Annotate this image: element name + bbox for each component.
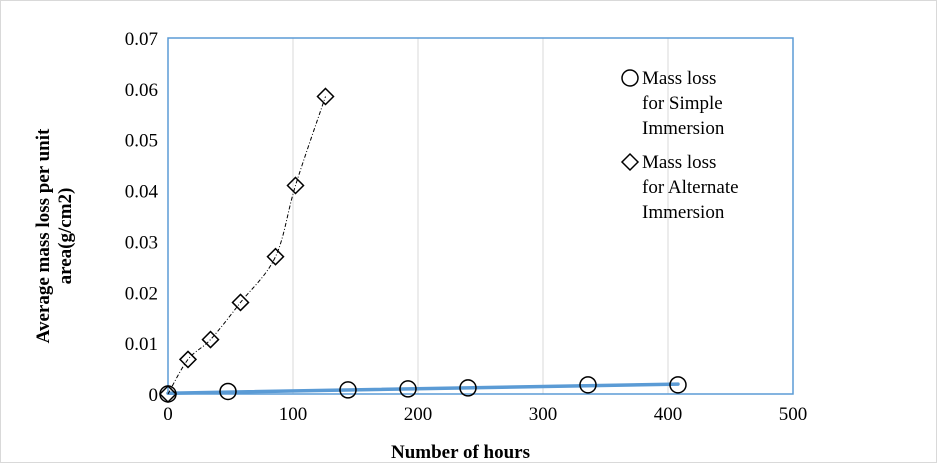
x-tick-label: 100: [279, 404, 308, 425]
x-axis-title: Number of hours: [391, 442, 530, 463]
point-simple-immersion: [459, 379, 477, 397]
y-tick-label: 0.06: [125, 80, 158, 101]
legend-entry-text: for Alternate: [642, 177, 739, 198]
y-tick-labels: 0 0.01 0.02 0.03 0.04 0.05 0.06 0.07: [125, 29, 159, 406]
y-tick-label: 0.03: [125, 232, 158, 253]
x-tick-label: 500: [779, 404, 808, 425]
grid-lines: [292, 38, 669, 394]
legend-entry-text: Mass loss: [642, 68, 716, 89]
x-tick-label: 0: [163, 404, 173, 425]
y-tick-label: 0: [149, 385, 159, 406]
point-simple-immersion: [219, 382, 237, 401]
y-axis-title-line: area(g/cm2): [55, 188, 76, 285]
legend: Mass loss for Simple Immersion Mass loss for…: [620, 68, 739, 223]
data-markers: [158, 87, 687, 404]
x-tick-label: 300: [529, 404, 558, 425]
point-alternate-immersion: [158, 384, 178, 404]
trendline-alternate-immersion: [167, 96, 326, 395]
trendline-simple-immersion: [166, 382, 680, 395]
point-alternate-immersion: [316, 87, 335, 106]
trend-lines: [166, 96, 680, 395]
point-simple-immersion: [339, 381, 357, 399]
legend-entry-text: Mass loss: [642, 152, 716, 173]
legend-entry-text: Immersion: [642, 118, 725, 139]
point-alternate-immersion: [231, 293, 250, 312]
point-simple-immersion: [399, 380, 417, 398]
point-simple-immersion: [669, 376, 687, 394]
y-tick-label: 0.02: [125, 283, 158, 304]
legend-entry-text: Immersion: [642, 202, 725, 223]
y-axis-title-line: Average mass loss per unit: [33, 128, 54, 343]
y-tick-label: 0.04: [125, 182, 159, 203]
legend-diamond-icon: [620, 152, 640, 172]
point-alternate-immersion: [266, 247, 285, 266]
y-tick-label: 0.05: [125, 131, 158, 152]
y-tick-label: 0.01: [125, 334, 158, 355]
y-tick-label: 0.07: [125, 29, 158, 50]
y-axis-title: Average mass loss per unit area(g/cm2): [33, 128, 76, 343]
point-simple-immersion: [579, 376, 597, 394]
x-tick-label: 400: [654, 404, 683, 425]
legend-entry-text: for Simple: [642, 93, 723, 114]
point-alternate-immersion: [201, 330, 220, 349]
point-alternate-immersion: [178, 350, 198, 369]
plot-area-border: [167, 37, 794, 395]
x-tick-labels: 0 100 200 300 400 500: [163, 404, 807, 425]
x-tick-label: 200: [404, 404, 433, 425]
legend-circle-icon: [621, 69, 639, 87]
point-alternate-immersion: [286, 176, 305, 195]
